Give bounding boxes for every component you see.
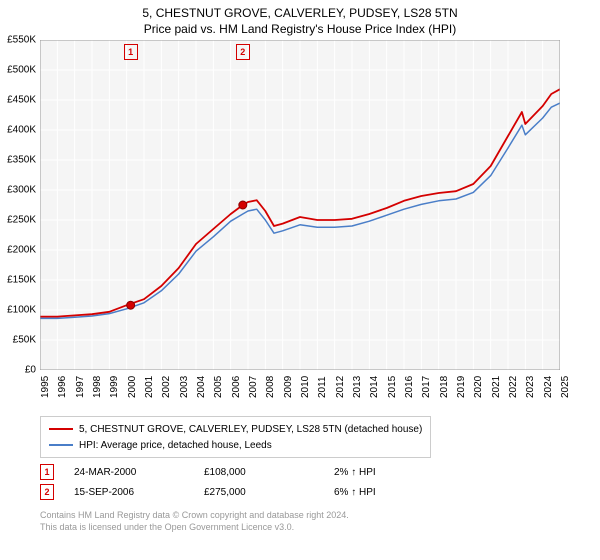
sale-vs_hpi: 2% ↑ HPI xyxy=(334,467,464,478)
x-axis: 1995 1996 1997 1998 1999 2000 2001 2002 2003 2004… xyxy=(40,378,560,418)
sale-date: 24-MAR-2000 xyxy=(74,467,204,478)
footnote-line1: Contains HM Land Registry data © Crown c… xyxy=(40,510,349,522)
sale-row: 2 15-SEP-2006£275,0006% ↑ HPI xyxy=(40,482,464,502)
y-tick-label: £400K xyxy=(7,125,36,136)
x-tick-label: 1996 xyxy=(57,376,68,398)
x-tick-label: 2008 xyxy=(265,376,276,398)
footnote-line2: This data is licensed under the Open Gov… xyxy=(40,522,349,534)
x-tick-label: 2010 xyxy=(300,376,311,398)
x-tick-label: 2015 xyxy=(387,376,398,398)
x-tick-label: 2002 xyxy=(161,376,172,398)
sale-price: £108,000 xyxy=(204,467,334,478)
x-tick-label: 2004 xyxy=(196,376,207,398)
legend-label: HPI: Average price, detached house, Leed… xyxy=(79,440,272,451)
x-tick-label: 1995 xyxy=(40,376,51,398)
legend-swatch xyxy=(49,428,73,430)
y-tick-label: £50K xyxy=(13,335,36,346)
x-tick-label: 2014 xyxy=(369,376,380,398)
legend-row: 5, CHESTNUT GROVE, CALVERLEY, PUDSEY, LS… xyxy=(49,421,422,437)
chart-marker-2: 2 xyxy=(236,44,250,60)
x-tick-label: 2011 xyxy=(317,376,328,398)
x-tick-label: 1999 xyxy=(109,376,120,398)
y-tick-label: £500K xyxy=(7,65,36,76)
sale-price: £275,000 xyxy=(204,487,334,498)
x-tick-label: 1997 xyxy=(75,376,86,398)
x-tick-label: 2006 xyxy=(231,376,242,398)
x-tick-label: 2017 xyxy=(421,376,432,398)
x-tick-label: 2022 xyxy=(508,376,519,398)
legend-label: 5, CHESTNUT GROVE, CALVERLEY, PUDSEY, LS… xyxy=(79,424,422,435)
sale-marker: 1 xyxy=(40,464,54,480)
y-tick-label: £200K xyxy=(7,245,36,256)
x-tick-label: 2012 xyxy=(335,376,346,398)
sale-marker: 2 xyxy=(40,484,54,500)
y-tick-label: £0 xyxy=(25,365,36,376)
y-tick-label: £100K xyxy=(7,305,36,316)
chart-title-address: 5, CHESTNUT GROVE, CALVERLEY, PUDSEY, LS… xyxy=(0,0,600,20)
x-tick-label: 2023 xyxy=(525,376,536,398)
y-tick-label: £350K xyxy=(7,155,36,166)
y-tick-label: £450K xyxy=(7,95,36,106)
x-tick-label: 2000 xyxy=(127,376,138,398)
x-tick-label: 1998 xyxy=(92,376,103,398)
legend-swatch xyxy=(49,444,73,446)
sale-vs_hpi: 6% ↑ HPI xyxy=(334,487,464,498)
y-tick-label: £250K xyxy=(7,215,36,226)
x-tick-label: 2025 xyxy=(560,376,571,398)
x-tick-label: 2009 xyxy=(283,376,294,398)
y-tick-label: £300K xyxy=(7,185,36,196)
x-tick-label: 2024 xyxy=(543,376,554,398)
legend: 5, CHESTNUT GROVE, CALVERLEY, PUDSEY, LS… xyxy=(40,416,431,458)
y-axis: £0£50K£100K£150K£200K£250K£300K£350K£400… xyxy=(0,40,38,370)
y-tick-label: £150K xyxy=(7,275,36,286)
x-tick-label: 2013 xyxy=(352,376,363,398)
x-tick-label: 2020 xyxy=(473,376,484,398)
x-tick-label: 2003 xyxy=(179,376,190,398)
chart-marker-1: 1 xyxy=(124,44,138,60)
x-tick-label: 2018 xyxy=(439,376,450,398)
x-tick-label: 2005 xyxy=(213,376,224,398)
x-tick-label: 2007 xyxy=(248,376,259,398)
chart-title-subtitle: Price paid vs. HM Land Registry's House … xyxy=(0,20,600,40)
x-tick-label: 2021 xyxy=(491,376,502,398)
x-tick-label: 2001 xyxy=(144,376,155,398)
chart-wrap: £0£50K£100K£150K£200K£250K£300K£350K£400… xyxy=(40,40,600,380)
sale-date: 15-SEP-2006 xyxy=(74,487,204,498)
footnote: Contains HM Land Registry data © Crown c… xyxy=(40,510,349,533)
chart-container: 5, CHESTNUT GROVE, CALVERLEY, PUDSEY, LS… xyxy=(0,0,600,560)
x-tick-label: 2019 xyxy=(456,376,467,398)
x-tick-label: 2016 xyxy=(404,376,415,398)
plot-area xyxy=(40,40,560,370)
sales-table: 1 24-MAR-2000£108,0002% ↑ HPI 2 15-SEP-2006… xyxy=(40,462,464,502)
sale-row: 1 24-MAR-2000£108,0002% ↑ HPI xyxy=(40,462,464,482)
y-tick-label: £550K xyxy=(7,35,36,46)
legend-row: HPI: Average price, detached house, Leed… xyxy=(49,437,422,453)
